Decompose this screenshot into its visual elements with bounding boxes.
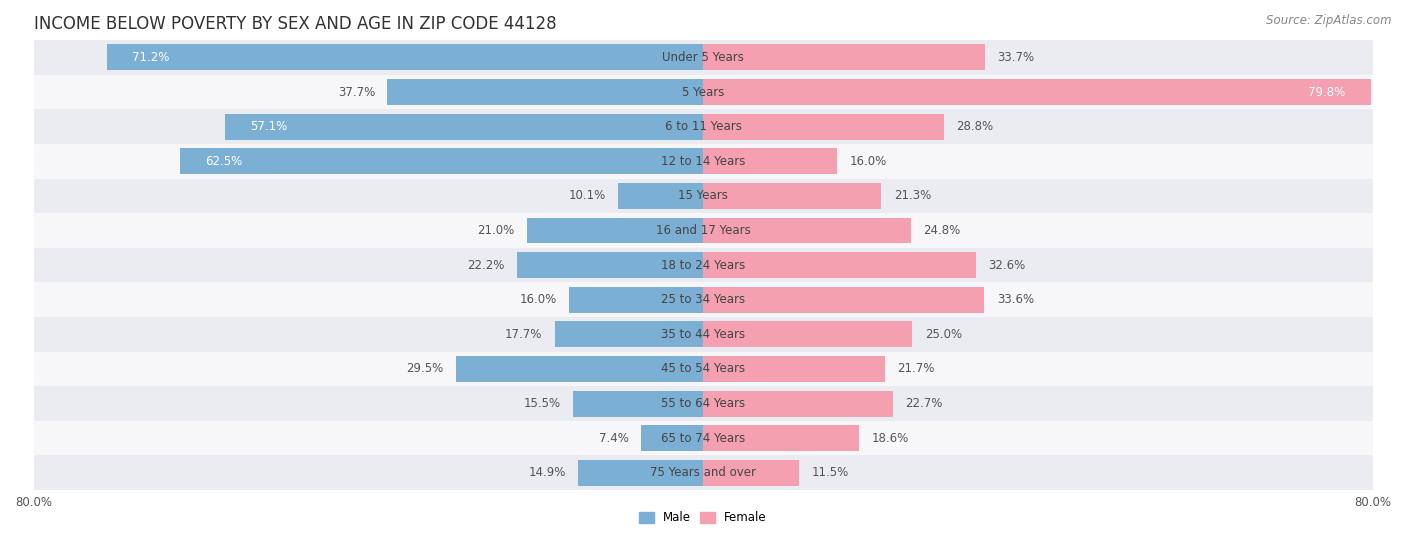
- Text: 15.5%: 15.5%: [523, 397, 561, 410]
- Text: 16.0%: 16.0%: [519, 293, 557, 306]
- Text: 21.7%: 21.7%: [897, 362, 935, 376]
- Bar: [517, 252, 703, 278]
- Bar: [569, 287, 703, 312]
- Text: 14.9%: 14.9%: [529, 466, 565, 479]
- Bar: [555, 321, 703, 347]
- Text: 6 to 11 Years: 6 to 11 Years: [665, 120, 741, 133]
- Bar: [703, 321, 912, 347]
- Text: 22.2%: 22.2%: [467, 259, 505, 272]
- Text: 21.3%: 21.3%: [894, 190, 931, 202]
- Text: 24.8%: 24.8%: [924, 224, 960, 237]
- Text: 22.7%: 22.7%: [905, 397, 943, 410]
- Text: 18.6%: 18.6%: [872, 432, 908, 444]
- Text: 16.0%: 16.0%: [849, 155, 887, 168]
- Text: 57.1%: 57.1%: [250, 120, 287, 133]
- Bar: [619, 183, 703, 209]
- Text: 25.0%: 25.0%: [925, 328, 962, 341]
- Text: 75 Years and over: 75 Years and over: [650, 466, 756, 479]
- Text: 62.5%: 62.5%: [205, 155, 242, 168]
- Bar: [703, 183, 882, 209]
- Text: 21.0%: 21.0%: [478, 224, 515, 237]
- Text: 65 to 74 Years: 65 to 74 Years: [661, 432, 745, 444]
- Text: 5 Years: 5 Years: [682, 86, 724, 98]
- Text: 18 to 24 Years: 18 to 24 Years: [661, 259, 745, 272]
- Bar: [34, 144, 1372, 178]
- Text: 45 to 54 Years: 45 to 54 Years: [661, 362, 745, 376]
- Text: 71.2%: 71.2%: [132, 51, 170, 64]
- Text: 33.6%: 33.6%: [997, 293, 1033, 306]
- Bar: [34, 456, 1372, 490]
- Bar: [34, 75, 1372, 110]
- Bar: [703, 217, 911, 244]
- Bar: [574, 391, 703, 416]
- Text: 7.4%: 7.4%: [599, 432, 628, 444]
- Legend: Male, Female: Male, Female: [634, 507, 772, 529]
- Bar: [456, 356, 703, 382]
- Bar: [34, 317, 1372, 352]
- Text: 33.7%: 33.7%: [998, 51, 1035, 64]
- Bar: [34, 352, 1372, 386]
- Bar: [34, 248, 1372, 282]
- Bar: [34, 213, 1372, 248]
- Bar: [641, 425, 703, 451]
- Bar: [180, 148, 703, 174]
- Text: 37.7%: 37.7%: [337, 86, 375, 98]
- Bar: [703, 391, 893, 416]
- Bar: [34, 282, 1372, 317]
- Text: 28.8%: 28.8%: [956, 120, 994, 133]
- Text: 12 to 14 Years: 12 to 14 Years: [661, 155, 745, 168]
- Text: 35 to 44 Years: 35 to 44 Years: [661, 328, 745, 341]
- Bar: [703, 79, 1371, 105]
- Bar: [703, 44, 986, 70]
- Bar: [703, 425, 859, 451]
- Text: 11.5%: 11.5%: [811, 466, 849, 479]
- Bar: [703, 252, 976, 278]
- Bar: [703, 287, 984, 312]
- Bar: [225, 113, 703, 140]
- Bar: [703, 148, 837, 174]
- Text: 55 to 64 Years: 55 to 64 Years: [661, 397, 745, 410]
- Text: 16 and 17 Years: 16 and 17 Years: [655, 224, 751, 237]
- Bar: [527, 217, 703, 244]
- Text: Source: ZipAtlas.com: Source: ZipAtlas.com: [1267, 14, 1392, 27]
- Text: 17.7%: 17.7%: [505, 328, 543, 341]
- Bar: [703, 356, 884, 382]
- Text: 15 Years: 15 Years: [678, 190, 728, 202]
- Text: 79.8%: 79.8%: [1309, 86, 1346, 98]
- Bar: [34, 110, 1372, 144]
- Bar: [34, 178, 1372, 213]
- Bar: [34, 386, 1372, 421]
- Bar: [34, 40, 1372, 75]
- Text: 25 to 34 Years: 25 to 34 Years: [661, 293, 745, 306]
- Bar: [703, 460, 799, 486]
- Text: 32.6%: 32.6%: [988, 259, 1025, 272]
- Bar: [578, 460, 703, 486]
- Text: Under 5 Years: Under 5 Years: [662, 51, 744, 64]
- Bar: [107, 44, 703, 70]
- Bar: [34, 421, 1372, 456]
- Text: INCOME BELOW POVERTY BY SEX AND AGE IN ZIP CODE 44128: INCOME BELOW POVERTY BY SEX AND AGE IN Z…: [34, 15, 557, 33]
- Bar: [388, 79, 703, 105]
- Text: 10.1%: 10.1%: [568, 190, 606, 202]
- Text: 29.5%: 29.5%: [406, 362, 443, 376]
- Bar: [703, 113, 943, 140]
